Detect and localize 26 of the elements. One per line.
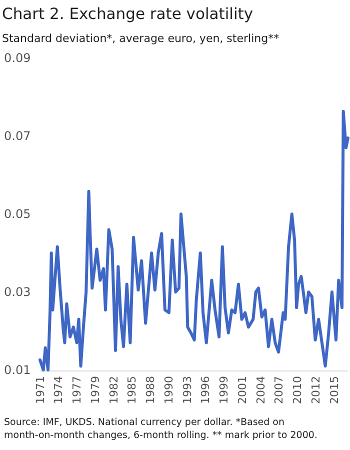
x-tick-label: 1985 (126, 376, 139, 404)
x-tick-label: 1982 (107, 376, 120, 404)
line-series (38, 110, 350, 372)
x-tick-label: 1999 (218, 376, 231, 404)
x-tick-label: 2015 (328, 376, 341, 404)
chart-subtitle: Standard deviation*, average euro, yen, sterling** (2, 32, 280, 45)
x-tick-label: 1990 (162, 376, 176, 404)
x-tick-label: 1979 (88, 376, 102, 404)
y-tick-label: 0.01 (4, 363, 31, 378)
x-tick-label: 2012 (309, 376, 322, 404)
x-tick-label: 1996 (199, 376, 212, 404)
x-tick-label: 2004 (254, 376, 268, 404)
x-tick-label: 1993 (180, 376, 194, 404)
x-tick-label: 1977 (70, 376, 84, 404)
x-tick-label: 1971 (34, 376, 47, 404)
y-tick-label: 0.09 (4, 51, 31, 66)
x-tick-label: 2007 (272, 376, 286, 404)
source-note: Source: IMF, UKDS. National currency per dollar. *Based on month-on-month changes, 6-month rolling. ** mark prior to 2000. (4, 417, 318, 441)
y-tick-label: 0.05 (4, 207, 31, 222)
x-tick-label: 2001 (236, 376, 249, 404)
x-tick-label: 1974 (52, 376, 66, 404)
chart-title: Chart 2. Exchange rate volatility (2, 5, 254, 23)
x-tick-label: 1988 (144, 376, 158, 404)
y-tick-label: 0.03 (4, 285, 31, 300)
x-tick-label: 2010 (291, 376, 304, 404)
y-tick-label: 0.07 (4, 129, 31, 144)
